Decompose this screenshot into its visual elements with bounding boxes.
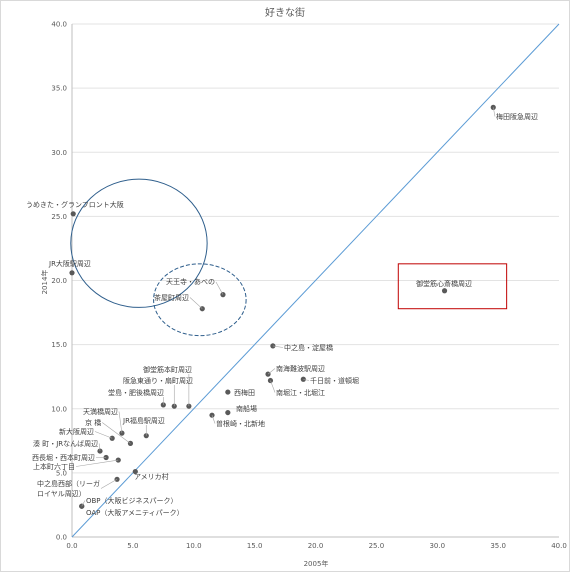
y-tick-label: 0.0: [56, 534, 67, 542]
x-tick-label: 20.0: [308, 542, 324, 550]
point-label: 天王寺・あべの: [166, 278, 215, 286]
leader-line: [272, 345, 284, 348]
leader-line: [81, 500, 86, 507]
leader-line: [303, 378, 310, 381]
point-label: 南海難波駅周辺: [276, 364, 325, 373]
y-tick-label: 25.0: [51, 213, 67, 221]
point-label: 御堂筋本町周辺: [143, 365, 192, 374]
point-label: アメリカ村: [134, 472, 169, 481]
point-label: 御堂筋心斎橋周辺: [416, 279, 472, 288]
leader-line: [98, 443, 101, 452]
data-point: [132, 468, 138, 475]
leader-line: [94, 431, 113, 439]
y-tick-label: 30.0: [51, 149, 67, 157]
point-label: 天満橋周辺: [83, 407, 118, 416]
point-label: 阪急東通り・扇町周辺: [123, 376, 193, 385]
y-axis-ticks: 0.0 5.0 10.0 15.0 20.0 25.0 30.0 35.0 40.0: [51, 21, 67, 542]
diagonal-line: [71, 23, 560, 538]
highlight-ellipse: [70, 178, 208, 308]
point-label: 梅田阪急周辺: [496, 112, 538, 121]
grid-lines: [71, 23, 559, 538]
x-tick-label: 35.0: [490, 542, 506, 550]
data-point: [225, 409, 231, 416]
x-tick-label: 15.0: [247, 542, 263, 550]
y-tick-label: 15.0: [51, 341, 67, 349]
data-point: [209, 412, 215, 418]
point-label: 南船場: [236, 404, 257, 413]
point-label: 中之島・淀屋橋: [284, 343, 333, 352]
leader-line: [102, 422, 131, 444]
leader-line: [118, 411, 123, 434]
highlight-rect: [397, 263, 508, 310]
y-tick-label: 5.0: [56, 469, 67, 477]
data-point: [70, 211, 76, 217]
chart-title: 好きな街: [265, 6, 305, 19]
data-labels: 梅田阪急周辺うめきた・グランフロント大阪JR大阪駅周辺天王寺・あべの茶屋町周辺御…: [26, 107, 538, 517]
x-tick-label: 30.0: [429, 542, 445, 550]
leader-line: [492, 107, 496, 117]
x-tick-label: 25.0: [369, 542, 385, 550]
point-label: うめきた・グランフロント大阪: [26, 200, 124, 209]
leader-line: [211, 415, 216, 424]
x-tick-label: 40.0: [551, 542, 567, 550]
point-label: 千日前・道頓堀: [310, 376, 359, 385]
point-label: 中之島西部（リーガロイヤル周辺）: [37, 479, 100, 498]
leader-line: [215, 281, 224, 295]
point-label: OAP（大阪アメニティパーク）: [86, 508, 184, 517]
x-tick-label: 10.0: [186, 542, 202, 550]
point-label: 湊 町・JRなんば周辺: [33, 439, 98, 448]
x-tick-label: 5.0: [127, 542, 138, 550]
x-tick-label: 0.0: [66, 542, 77, 550]
y-tick-label: 35.0: [51, 85, 67, 93]
y-tick-label: 40.0: [51, 21, 67, 29]
point-label: OBP（大阪ビジネスパーク）: [86, 496, 178, 505]
leader-line: [267, 368, 276, 375]
data-point: [225, 389, 231, 395]
point-label: 新大阪周辺: [59, 427, 94, 436]
x-axis-ticks: 0.0 5.0 10.0 15.0 20.0 25.0 30.0 35.0 40.0: [66, 542, 566, 550]
data-point: [69, 270, 75, 276]
x-axis-label: 2005年: [304, 559, 329, 568]
point-label: 堂島・肥後橋周辺: [108, 388, 164, 397]
leader-line: [100, 479, 118, 489]
point-label: JR大阪駅周辺: [48, 259, 91, 268]
y-tick-label: 20.0: [51, 277, 67, 285]
leader-line: [189, 297, 203, 309]
point-label: 南堀江・北堀江: [276, 388, 325, 397]
y-tick-label: 10.0: [51, 405, 67, 413]
leader-line: [75, 459, 119, 467]
point-label: 茶屋町周辺: [154, 293, 189, 302]
annotations: [70, 178, 508, 337]
y-axis-label: 2014年: [40, 270, 49, 295]
reference-line: [71, 23, 560, 538]
leader-line: [270, 380, 276, 393]
point-label: 京 橋: [85, 418, 101, 427]
point-label: 上本町六丁目: [33, 462, 75, 471]
point-label: 曽根崎・北新地: [216, 419, 265, 428]
point-label: 西梅田: [234, 388, 255, 397]
point-label: 西長堀・西本町周辺: [32, 453, 95, 462]
point-label: JR福島駅周辺: [122, 416, 165, 425]
highlight-ellipse-dashed: [153, 263, 247, 337]
data-point: [441, 288, 448, 294]
